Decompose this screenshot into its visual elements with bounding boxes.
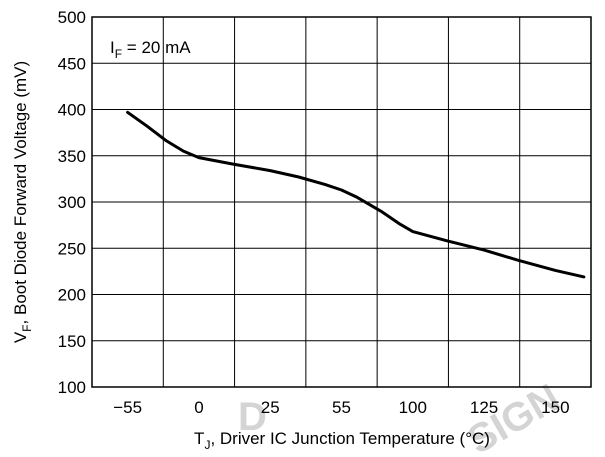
y-axis-label: VF, Boot Diode Forward Voltage (mV)	[11, 61, 34, 343]
x-tick-label: 150	[541, 398, 569, 417]
y-tick-label: 350	[58, 147, 86, 166]
x-tick-label: 100	[399, 398, 427, 417]
x-axis-label: TJ, Driver IC Junction Temperature (°C)	[194, 429, 490, 452]
series-line	[126, 110, 586, 279]
series-group	[126, 110, 586, 279]
plot-frame	[91, 16, 592, 388]
x-tick-label: 0	[194, 398, 203, 417]
y-tick-label: 100	[58, 378, 86, 397]
y-tick-label: 450	[58, 54, 86, 73]
x-axis-ticks: −55 0 25 55 100 125 150	[113, 398, 569, 417]
watermark-text-left: D	[238, 395, 267, 439]
y-tick-label: 500	[58, 8, 86, 27]
x-tick-label: −55	[113, 398, 142, 417]
y-tick-label: 200	[58, 286, 86, 305]
x-tick-label: 25	[261, 398, 280, 417]
grid	[92, 17, 591, 387]
x-tick-label: 55	[332, 398, 351, 417]
y-tick-label: 150	[58, 332, 86, 351]
x-tick-label: 125	[470, 398, 498, 417]
annotation: IF = 20 mA	[110, 38, 191, 61]
y-axis-ticks: 100 150 200 250 300 350 400 450 500	[58, 8, 86, 397]
y-tick-label: 250	[58, 239, 86, 258]
y-tick-label: 400	[58, 101, 86, 120]
y-tick-label: 300	[58, 193, 86, 212]
